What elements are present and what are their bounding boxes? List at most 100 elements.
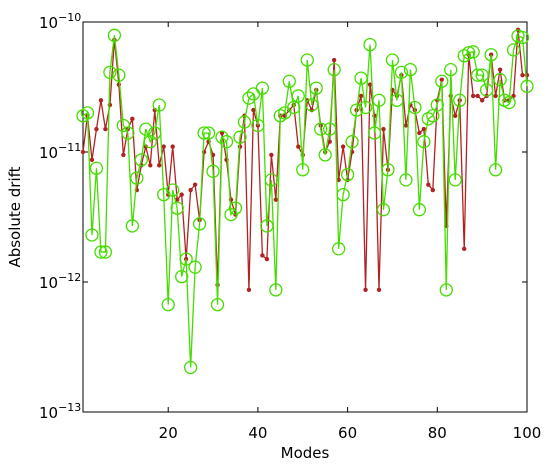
data-point: [479, 98, 485, 103]
data-point: [403, 123, 409, 128]
data-point: [520, 72, 525, 78]
data-point: [103, 126, 108, 132]
data-point: [125, 219, 139, 233]
y-tick-exponent: −10: [58, 11, 81, 24]
data-point: [327, 139, 332, 144]
data-point: [148, 126, 162, 140]
data-point: [264, 173, 279, 187]
data-point: [98, 245, 113, 259]
data-point: [206, 164, 220, 178]
data-point: [372, 93, 386, 107]
data-point: [174, 197, 180, 202]
x-tick-label: 80: [428, 424, 447, 442]
data-point: [80, 149, 86, 155]
data-point: [484, 48, 498, 62]
data-point: [157, 163, 162, 168]
data-point: [430, 98, 444, 112]
data-point: [166, 183, 180, 197]
data-point: [94, 126, 99, 132]
data-point: [421, 126, 427, 132]
data-point: [340, 167, 355, 182]
data-point: [179, 192, 184, 197]
data-point: [210, 297, 225, 312]
series-line: [82, 35, 528, 368]
data-point: [426, 182, 431, 187]
data-point: [80, 106, 95, 120]
data-point: [107, 28, 122, 42]
data-point: [399, 173, 413, 187]
data-point: [515, 30, 530, 45]
data-point: [340, 144, 346, 149]
data-point: [345, 135, 359, 149]
data-point: [453, 93, 467, 107]
y-tick-label: 10−13: [39, 401, 81, 422]
data-point: [152, 98, 166, 112]
data-point: [89, 157, 95, 163]
data-point: [148, 163, 153, 168]
data-point: [381, 163, 395, 177]
data-point: [188, 260, 202, 274]
plot-frame: [82, 21, 528, 413]
y-tick-exponent: −13: [58, 401, 81, 414]
x-tick-label: 20: [159, 424, 178, 442]
data-point: [192, 217, 207, 231]
data-point: [331, 57, 337, 63]
data-point: [453, 113, 458, 118]
data-point: [264, 256, 270, 262]
data-point: [358, 100, 373, 115]
y-tick-exponent: −11: [58, 141, 81, 154]
y-tick-label: 10−11: [39, 141, 81, 162]
data-point: [287, 100, 301, 115]
data-point: [462, 246, 467, 252]
data-point: [130, 171, 144, 185]
data-point: [331, 242, 346, 256]
data-point: [219, 135, 234, 149]
data-point: [139, 122, 153, 136]
data-point: [349, 103, 364, 117]
data-point: [152, 107, 157, 113]
data-point: [323, 122, 337, 136]
data-point: [183, 360, 198, 375]
data-point: [175, 269, 189, 284]
y-tick-exponent: −12: [58, 271, 81, 284]
data-point: [475, 93, 480, 99]
data-point: [107, 102, 113, 108]
data-point: [363, 287, 368, 293]
data-point: [462, 46, 476, 60]
data-point: [260, 219, 274, 233]
data-point: [179, 252, 193, 266]
data-point: [233, 130, 247, 144]
data-point: [376, 203, 391, 217]
data-point: [502, 95, 516, 110]
data-point: [130, 116, 135, 122]
y-tick-label: 10−12: [39, 271, 81, 292]
y-axis-label: Absolute drift: [6, 166, 24, 267]
data-point: [282, 74, 296, 88]
data-point: [417, 130, 422, 136]
data-point: [336, 187, 350, 202]
data-point: [327, 62, 341, 77]
data-point: [121, 126, 135, 140]
data-point: [161, 144, 166, 149]
data-point: [488, 163, 503, 177]
data-point: [251, 107, 256, 113]
data-point: [367, 82, 373, 87]
data-point: [121, 152, 126, 158]
data-point: [479, 83, 494, 97]
data-point: [394, 65, 409, 79]
data-point: [475, 68, 489, 82]
data-point: [98, 98, 104, 103]
data-point: [197, 126, 211, 140]
data-point: [318, 148, 332, 162]
data-point: [161, 297, 175, 312]
y-tick-base: 10: [39, 274, 58, 292]
data-point: [408, 100, 422, 115]
x-tick-label: 60: [338, 424, 357, 442]
data-point: [260, 253, 265, 258]
data-point: [300, 53, 314, 67]
data-point: [201, 126, 216, 140]
data-point: [309, 81, 323, 95]
data-point: [439, 77, 444, 82]
data-point: [435, 74, 449, 88]
